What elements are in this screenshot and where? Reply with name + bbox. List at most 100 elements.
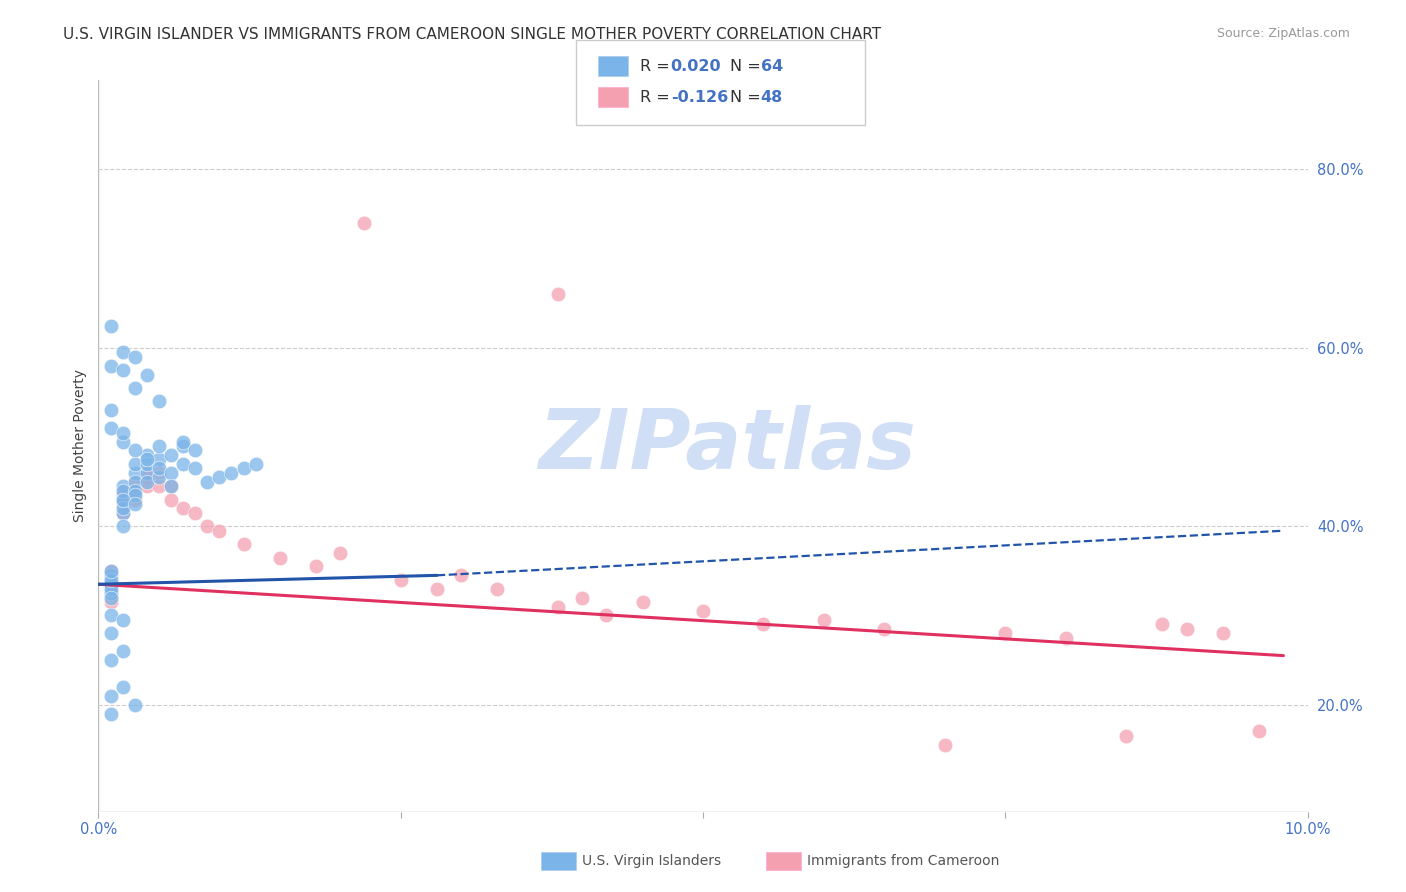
Point	[486, 582, 509, 596]
Point	[245, 457, 267, 471]
Point	[111, 519, 134, 533]
Point	[124, 466, 146, 480]
Point	[124, 488, 146, 502]
Point	[160, 479, 183, 493]
Point	[148, 461, 170, 475]
Point	[329, 546, 352, 560]
Point	[135, 452, 157, 467]
Point	[426, 582, 449, 596]
Point	[208, 524, 231, 538]
Point	[135, 466, 157, 480]
Point	[1175, 622, 1198, 636]
Point	[1115, 729, 1137, 743]
Point	[124, 381, 146, 395]
Point	[111, 644, 134, 658]
Point	[994, 626, 1017, 640]
Point	[135, 479, 157, 493]
Point	[100, 564, 122, 578]
Point	[148, 439, 170, 453]
Point	[124, 492, 146, 507]
Point	[172, 434, 194, 449]
Point	[172, 457, 194, 471]
Point	[124, 497, 146, 511]
Point	[631, 595, 654, 609]
Text: R =: R =	[640, 90, 675, 104]
Point	[100, 689, 122, 703]
Point	[184, 461, 207, 475]
Point	[571, 591, 593, 605]
Point	[100, 421, 122, 435]
Point	[111, 506, 134, 520]
Point	[160, 448, 183, 462]
Point	[135, 475, 157, 489]
Point	[547, 599, 569, 614]
Point	[124, 483, 146, 498]
Point	[100, 586, 122, 600]
Point	[100, 564, 122, 578]
Point	[100, 706, 122, 721]
Point	[111, 363, 134, 377]
Point	[148, 394, 170, 409]
Point	[195, 475, 218, 489]
Point	[111, 488, 134, 502]
Point	[111, 425, 134, 440]
Point	[100, 403, 122, 417]
Point	[111, 680, 134, 694]
Point	[160, 466, 183, 480]
Point	[135, 470, 157, 484]
Point	[100, 586, 122, 600]
Point	[148, 452, 170, 467]
Point	[148, 466, 170, 480]
Point	[813, 613, 835, 627]
Point	[450, 568, 472, 582]
Point	[269, 550, 291, 565]
Point	[172, 439, 194, 453]
Point	[208, 470, 231, 484]
Point	[111, 501, 134, 516]
Point	[135, 457, 157, 471]
Point	[389, 573, 412, 587]
Point	[100, 653, 122, 667]
Point	[135, 368, 157, 382]
Point	[124, 443, 146, 458]
Point	[100, 573, 122, 587]
Point	[232, 537, 254, 551]
Point	[124, 475, 146, 489]
Point	[595, 608, 617, 623]
Point	[100, 595, 122, 609]
Point	[184, 443, 207, 458]
Point	[1054, 631, 1077, 645]
Point	[100, 626, 122, 640]
Point	[547, 287, 569, 301]
Point	[111, 492, 134, 507]
Point	[100, 359, 122, 373]
Point	[160, 492, 183, 507]
Text: 48: 48	[761, 90, 783, 104]
Point	[124, 457, 146, 471]
Point	[148, 470, 170, 484]
Point	[100, 582, 122, 596]
Text: -0.126: -0.126	[671, 90, 728, 104]
Point	[100, 608, 122, 623]
Text: ZIPatlas: ZIPatlas	[538, 406, 917, 486]
Point	[100, 577, 122, 591]
Point	[752, 617, 775, 632]
Point	[1249, 724, 1271, 739]
Point	[1152, 617, 1174, 632]
Point	[692, 604, 714, 618]
Text: 0.020: 0.020	[671, 59, 721, 73]
Point	[111, 613, 134, 627]
Point	[100, 577, 122, 591]
Point	[124, 483, 146, 498]
Point	[135, 448, 157, 462]
Text: U.S. Virgin Islanders: U.S. Virgin Islanders	[582, 854, 721, 868]
Point	[934, 738, 956, 752]
Point	[135, 466, 157, 480]
Point	[100, 318, 122, 333]
Point	[111, 483, 134, 498]
Point	[148, 479, 170, 493]
Point	[305, 559, 328, 574]
Point	[873, 622, 896, 636]
Point	[124, 698, 146, 712]
Point	[111, 497, 134, 511]
